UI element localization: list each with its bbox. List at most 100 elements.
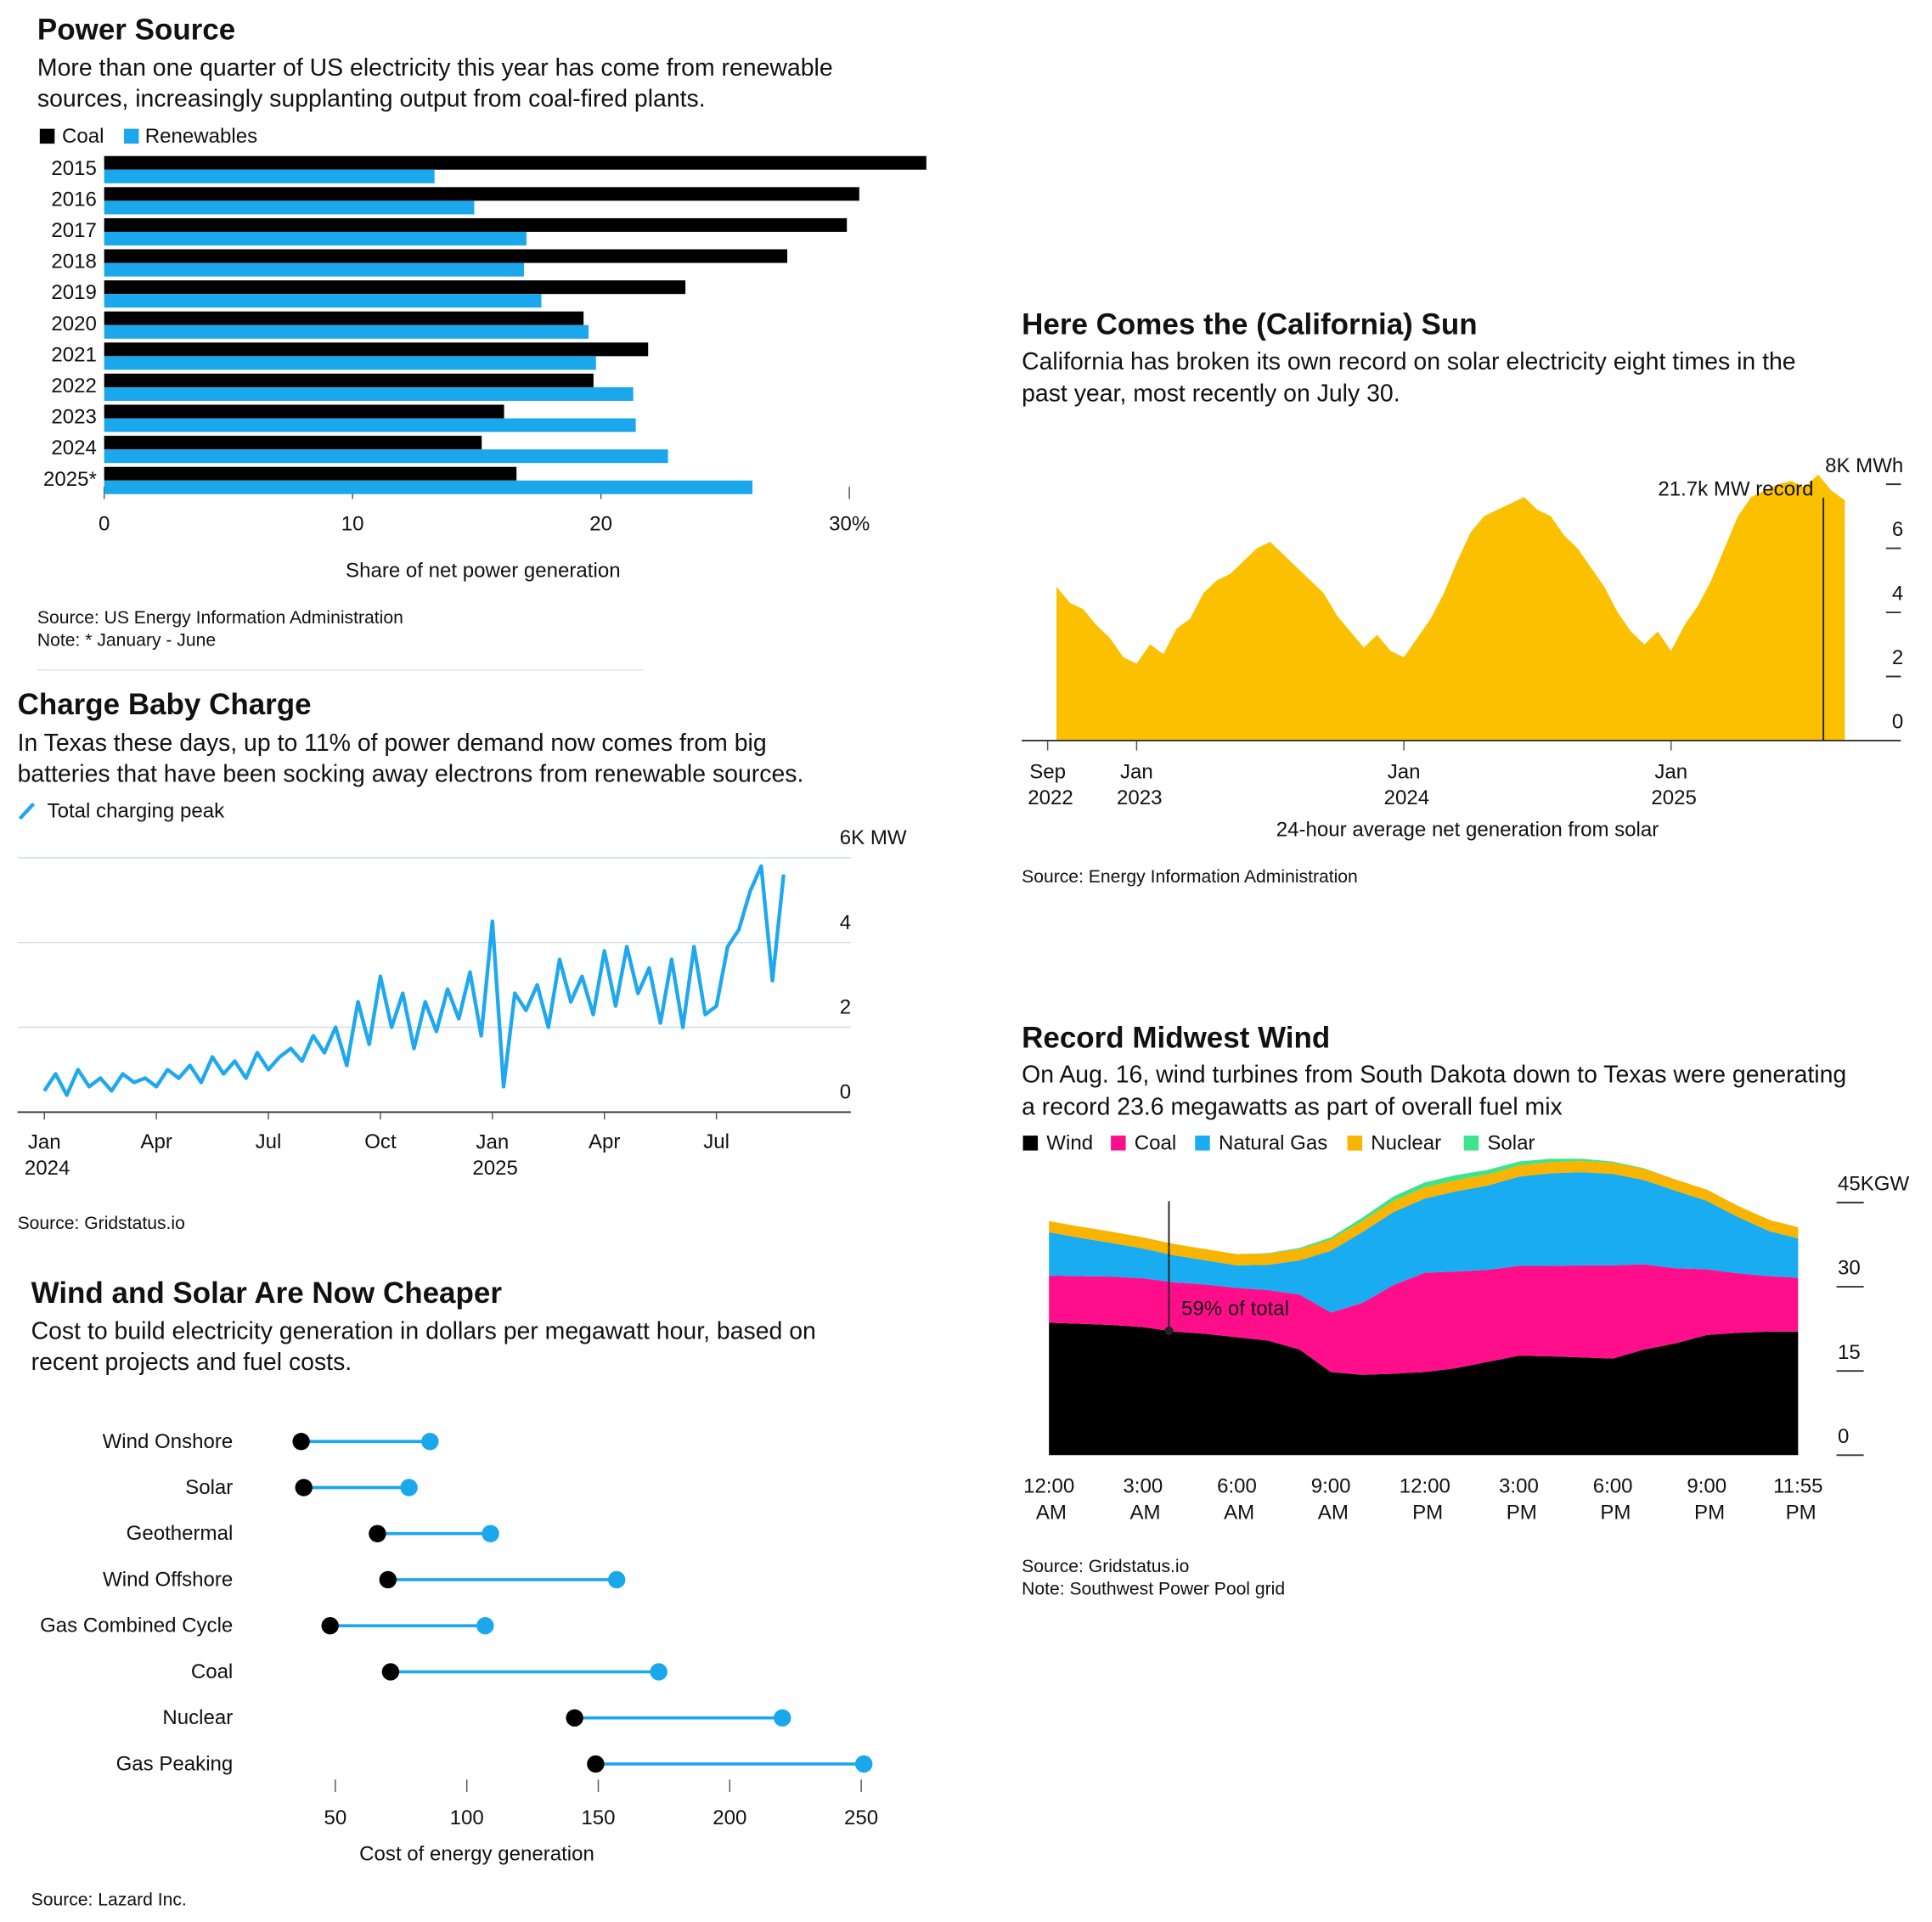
legend-label: Natural Gas — [1219, 1131, 1327, 1154]
bar — [104, 480, 753, 494]
y-tick-label: 2019 — [51, 281, 97, 304]
x-tick-label: Jan 2025 — [467, 1130, 518, 1180]
y-tick-label: 30 — [1838, 1257, 1861, 1280]
x-tick-label: Jan 2025 — [1646, 760, 1697, 809]
source-note: Source: Gridstatus.io — [1022, 1557, 1189, 1576]
stacked-area — [1049, 1264, 1799, 1375]
x-tick-label: 3:00 PM — [1499, 1474, 1539, 1524]
bar — [104, 217, 848, 232]
chart-subtitle: past year, most recently on July 30. — [1022, 380, 1400, 408]
x-tick-label: 50 — [324, 1806, 347, 1829]
legend-label: Coal — [1135, 1131, 1176, 1154]
dot — [607, 1570, 626, 1589]
x-tick-label: 3:00 AM — [1123, 1474, 1163, 1524]
y-tick-label: Nuclear — [162, 1706, 233, 1729]
chart-subtitle: sources, increasingly supplanting output… — [37, 86, 706, 113]
y-tick-label: Wind Offshore — [103, 1568, 233, 1591]
chart-subtitle: a record 23.6 megawatts as part of overa… — [1022, 1094, 1563, 1121]
y-tick-label: Solar — [185, 1476, 233, 1499]
dot — [482, 1525, 499, 1542]
x-tick-label: 9:00 AM — [1311, 1474, 1351, 1524]
y-tick-label: Geothermal — [127, 1522, 234, 1545]
legend-swatch — [1111, 1136, 1126, 1151]
bar — [104, 386, 634, 401]
chart-subtitle: More than one quarter of US electricity … — [37, 54, 833, 82]
x-tick-label: Jan 2024 — [1378, 760, 1429, 809]
y-tick-label: 2 — [1892, 646, 1903, 669]
legend-swatch — [39, 128, 55, 144]
dot — [381, 1663, 400, 1681]
x-tick-label: Jan 2024 — [19, 1130, 70, 1180]
y-tick-label: 2021 — [51, 343, 97, 366]
x-tick-label: 150 — [581, 1806, 615, 1829]
x-tick-label: 6:00 PM — [1593, 1474, 1633, 1524]
chart-subtitle: batteries that have been socking away el… — [18, 760, 804, 787]
x-tick-label: Jul — [256, 1130, 282, 1153]
y-tick-label: 4 — [1892, 583, 1903, 606]
y-tick-label: 2022 — [51, 375, 97, 397]
area — [1056, 474, 1845, 741]
y-tick-label: Wind Onshore — [103, 1430, 234, 1453]
x-tick-label: Jan 2023 — [1111, 760, 1162, 809]
chart-subtitle: In Texas these days, up to 11% of power … — [18, 730, 767, 757]
dot — [321, 1617, 339, 1635]
footnote: Note: * January - June — [37, 630, 216, 650]
y-tick-label: 2024 — [51, 437, 97, 459]
chart-subtitle: California has broken its own record on … — [1022, 348, 1796, 375]
bar — [104, 449, 668, 464]
stacked-area — [1049, 1322, 1799, 1456]
bar — [104, 294, 542, 308]
bar — [104, 155, 927, 170]
dot — [650, 1663, 667, 1681]
x-tick-label: 6:00 AM — [1217, 1474, 1257, 1524]
bar — [104, 356, 596, 370]
dot — [295, 1479, 313, 1496]
x-tick-label: 12:00 PM — [1400, 1474, 1450, 1524]
y-tick-label: 2017 — [51, 219, 97, 242]
x-tick-label: 100 — [450, 1806, 484, 1829]
bar — [104, 200, 475, 215]
x-tick-label: Oct — [364, 1130, 397, 1153]
dot — [379, 1570, 397, 1589]
legend-swatch — [123, 128, 139, 144]
x-tick-label: 200 — [713, 1806, 746, 1829]
y-tick-label: 45KGW — [1838, 1173, 1909, 1196]
x-tick-label: 250 — [844, 1806, 878, 1829]
chart-title: Record Midwest Wind — [1022, 1021, 1330, 1054]
x-tick-label: Apr — [140, 1130, 172, 1153]
chart-title: Wind and Solar Are Now Cheaper — [31, 1277, 503, 1310]
y-tick-label: 2023 — [51, 406, 97, 429]
legend-label: Total charging peak — [48, 800, 226, 823]
y-tick-label: 0 — [1838, 1425, 1849, 1448]
x-axis-label: Share of net power generation — [346, 560, 621, 583]
legend-swatch — [1022, 1136, 1039, 1151]
source-note: Source: Energy Information Administratio… — [1022, 867, 1358, 887]
source-note: Source: US Energy Information Administra… — [37, 608, 403, 628]
y-tick-label: 0 — [1892, 711, 1903, 734]
stacked-area — [1049, 1172, 1799, 1313]
legend-label: Wind — [1046, 1131, 1093, 1154]
y-tick-label: 2 — [840, 996, 851, 1019]
y-tick-label: Gas Peaking — [116, 1752, 234, 1775]
dot — [292, 1433, 310, 1451]
chart-title: Power Source — [37, 13, 235, 46]
y-tick-label: 15 — [1838, 1341, 1861, 1364]
y-tick-label: 8K MWh — [1825, 454, 1903, 477]
y-tick-label: 4 — [840, 911, 851, 934]
legend-swatch — [1347, 1136, 1363, 1151]
y-tick-label: 2020 — [51, 313, 97, 335]
legend-label: Solar — [1487, 1131, 1535, 1154]
y-tick-label: 6 — [1892, 518, 1903, 541]
y-tick-label: Coal — [191, 1660, 233, 1683]
bar — [104, 404, 504, 419]
bar — [104, 262, 524, 277]
bar — [104, 436, 482, 450]
x-tick-label: 0 — [99, 512, 110, 535]
bar — [104, 466, 517, 481]
source-note: Source: Gridstatus.io — [18, 1214, 185, 1233]
dot — [476, 1617, 494, 1635]
x-tick-label: Jul — [703, 1130, 729, 1153]
x-tick-label: 12:00 AM — [1023, 1474, 1074, 1524]
